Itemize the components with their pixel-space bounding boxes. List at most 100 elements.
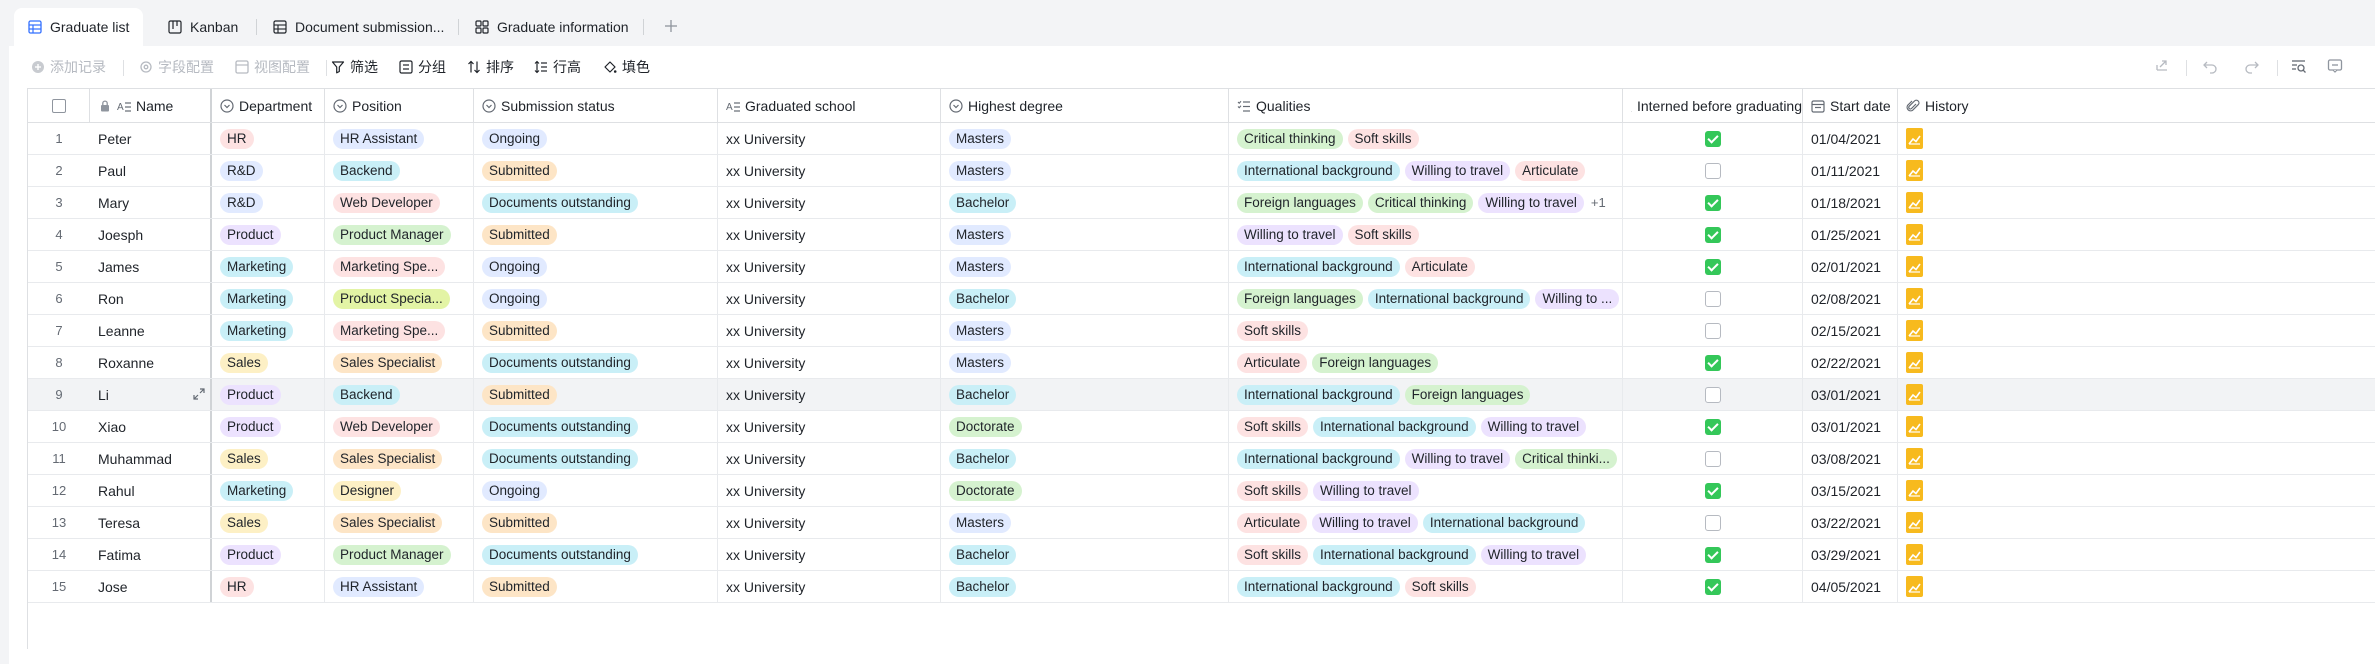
attachment-file-icon[interactable] [1906,352,1923,373]
table-row[interactable]: 3 Mary R&D Web Developer Documents outstandi… [28,187,2375,219]
degree-tag: Bachelor [949,192,1017,213]
column-header[interactable]: Start date [1803,89,1898,122]
history-cell [1898,123,2375,154]
start-date-cell: 02/01/2021 [1803,251,1898,282]
table-row[interactable]: 5 James Marketing Marketing Spe... Ongoing xx… [28,251,2375,283]
unchecked-checkbox[interactable] [1704,386,1721,403]
start-date-cell: 01/18/2021 [1803,187,1898,218]
interned-cell [1623,379,1803,410]
table-row[interactable]: 9 Li Product Backend Submitted xx University B… [28,379,2375,411]
checked-checkbox[interactable] [1704,194,1721,211]
checked-checkbox[interactable] [1704,418,1721,435]
select-all-checkbox[interactable] [51,98,66,113]
table-row[interactable]: 10 Xiao Product Web Developer Documents outs… [28,411,2375,443]
filter-button[interactable]: 筛选 [331,56,378,78]
unchecked-checkbox[interactable] [1704,322,1721,339]
unchecked-checkbox[interactable] [1704,450,1721,467]
column-header-label: Name [136,97,174,114]
table-row[interactable]: 13 Teresa Sales Sales Specialist Submitted xx… [28,507,2375,539]
column-header[interactable]: Interned before graduating [1623,89,1803,122]
add-record-button[interactable]: 添加记录 [31,56,106,78]
table-row[interactable]: 15 Jose HR HR Assistant Submitted xx Universi… [28,571,2375,603]
column-header[interactable]: Position [325,89,474,122]
sort-button[interactable]: 排序 [467,56,514,78]
attachment-file-icon[interactable] [1906,320,1923,341]
attachment-file-icon[interactable] [1906,224,1923,245]
tab-graduate-information[interactable]: Graduate information [461,10,643,44]
checked-checkbox[interactable] [1704,546,1721,563]
undo-icon[interactable] [2202,58,2218,74]
degree-cell: Masters [941,219,1229,250]
column-header[interactable]: Qualities [1229,89,1623,122]
field-config-button[interactable]: 字段配置 [139,56,214,78]
add-view-plus-icon[interactable] [664,19,678,33]
attachment-file-icon[interactable] [1906,128,1923,149]
table-row[interactable]: 4 Joesph Product Product Manager Submitted xx… [28,219,2375,251]
column-header[interactable]: A Graduated school [718,89,941,122]
checked-checkbox[interactable] [1704,354,1721,371]
attachment-file-icon[interactable] [1906,160,1923,181]
unchecked-checkbox[interactable] [1704,290,1721,307]
attachment-file-icon[interactable] [1906,384,1923,405]
column-header-label: Department [239,97,313,114]
unchecked-checkbox[interactable] [1704,514,1721,531]
attachment-file-icon[interactable] [1906,192,1923,213]
quality-tag: International background [1367,288,1531,309]
column-header[interactable]: History [1898,89,2375,122]
table-row[interactable]: 12 Rahul Marketing Designer Ongoing xx Univer… [28,475,2375,507]
share-icon[interactable] [2154,58,2170,74]
column-header[interactable]: Department [212,89,325,122]
attachment-file-icon[interactable] [1906,416,1923,437]
table-row[interactable]: 6 Ron Marketing Product Specia... Ongoing xx … [28,283,2375,315]
quality-tag: International background [1237,448,1400,469]
interned-cell [1623,411,1803,442]
attachment-file-icon[interactable] [1906,288,1923,309]
column-header[interactable]: A Name [90,89,212,122]
school-text: xx University [726,514,806,531]
attachment-file-icon[interactable] [1906,576,1923,597]
row-height-button[interactable]: 行高 [534,56,581,78]
position-tag: Marketing Spe... [333,256,446,277]
unchecked-checkbox[interactable] [1704,162,1721,179]
group-button[interactable]: 分组 [399,56,446,78]
attachment-file-icon[interactable] [1906,512,1923,533]
comment-icon[interactable] [2327,58,2343,74]
submission-status-tag: Submitted [482,224,557,245]
submission-status-cell: Submitted [474,507,718,538]
tab-graduate-list[interactable]: Graduate list [14,8,144,46]
table-row[interactable]: 11 Muhammad Sales Sales Specialist Documents… [28,443,2375,475]
department-cell: HR [212,571,325,602]
attachment-file-icon[interactable] [1906,544,1923,565]
history-cell [1898,379,2375,410]
table-row[interactable]: 8 Roxanne Sales Sales Specialist Documents o… [28,347,2375,379]
view-config-button[interactable]: 视图配置 [235,56,310,78]
table-row[interactable]: 1 Peter HR HR Assistant Ongoing xx University… [28,123,2375,155]
quality-tag: Foreign languages [1237,192,1363,213]
search-list-icon[interactable] [2291,58,2307,74]
checked-checkbox[interactable] [1704,578,1721,595]
column-header[interactable]: Highest degree [941,89,1229,122]
interned-cell [1623,315,1803,346]
checked-checkbox[interactable] [1704,226,1721,243]
submission-status-tag: Ongoing [482,480,548,501]
name-cell: Mary [90,187,212,218]
table-row[interactable]: 14 Fatima Product Product Manager Documents … [28,539,2375,571]
checked-checkbox[interactable] [1704,482,1721,499]
attachment-file-icon[interactable] [1906,448,1923,469]
attachment-file-icon[interactable] [1906,256,1923,277]
checked-checkbox[interactable] [1704,130,1721,147]
start-date-cell: 01/25/2021 [1803,219,1898,250]
group-icon [399,60,413,74]
table-row[interactable]: 2 Paul R&D Backend Submitted xx University Mas… [28,155,2375,187]
start-date-text: 03/08/2021 [1811,450,1882,467]
position-cell: Backend [325,155,474,186]
attachment-file-icon[interactable] [1906,480,1923,501]
table-row[interactable]: 7 Leanne Marketing Marketing Spe... Submitte… [28,315,2375,347]
redo-icon[interactable] [2244,58,2260,74]
expand-icon[interactable] [192,387,206,401]
checked-checkbox[interactable] [1704,258,1721,275]
tab-kanban[interactable]: Kanban [154,10,252,44]
fill-color-button[interactable]: 填色 [603,56,650,78]
tab-document-submission[interactable]: Document submission... [259,10,458,44]
column-header[interactable]: Submission status [474,89,718,122]
